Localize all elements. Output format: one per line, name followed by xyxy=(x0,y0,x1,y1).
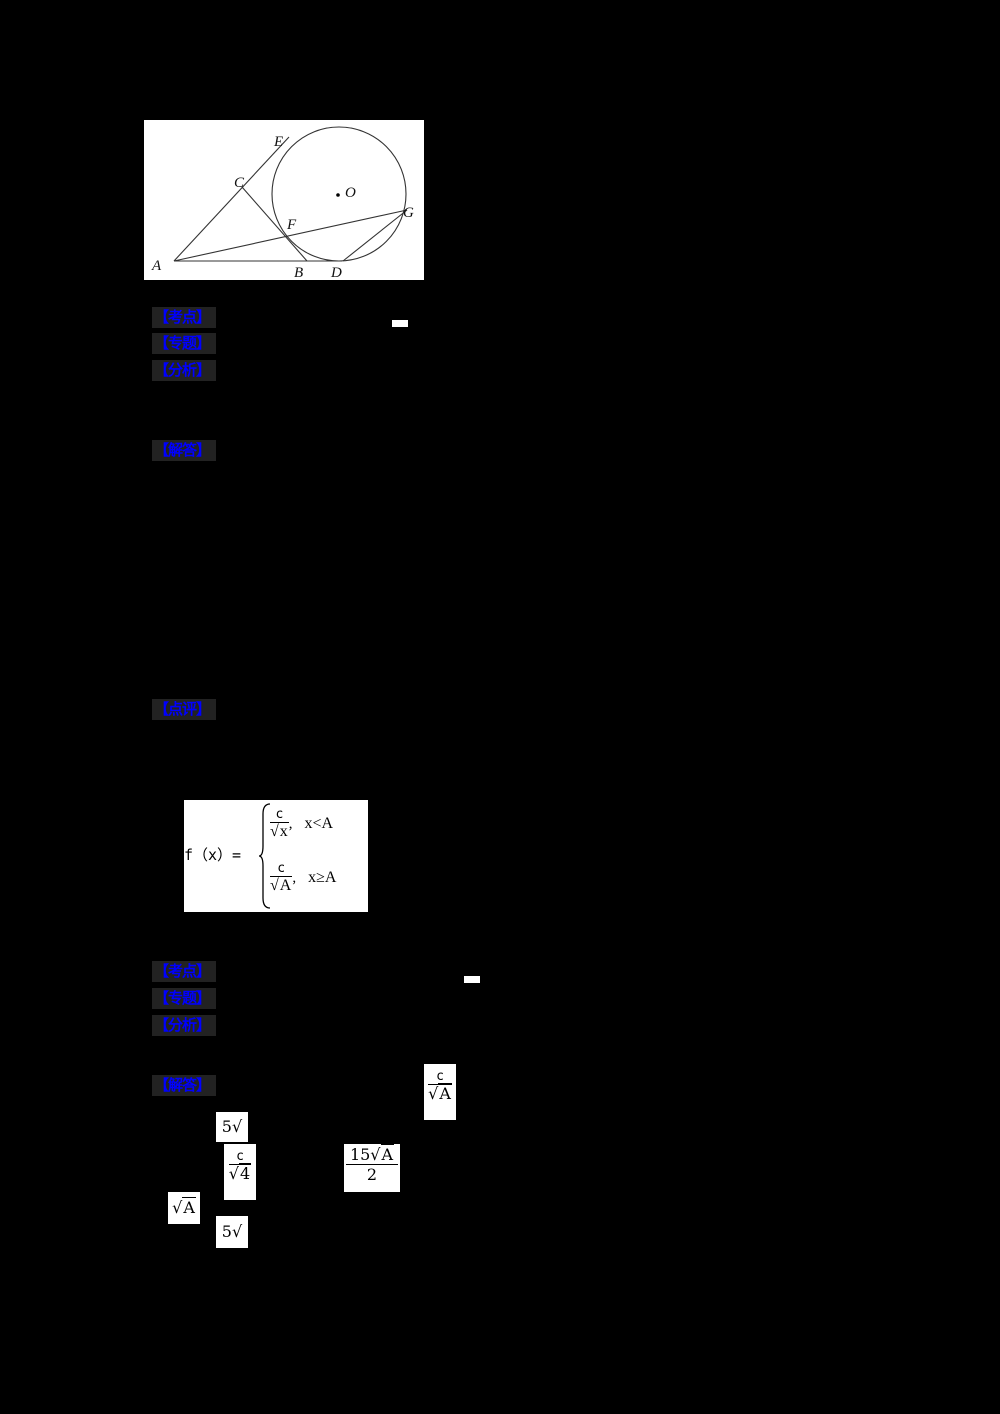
snippet-15sqrtA-over-2: 15√A 2 xyxy=(344,1144,400,1192)
line-cb xyxy=(241,186,308,262)
tag-fenxi-1: 【分析】 xyxy=(152,360,216,381)
formula-lhs: f（x）= xyxy=(184,846,242,864)
line-dg xyxy=(342,209,408,262)
label-f: F xyxy=(286,217,297,233)
inline-placeholder-1 xyxy=(392,320,408,327)
line-ae xyxy=(173,136,290,262)
tag-kaodian-2: 【考点】 xyxy=(152,961,216,982)
label-c: C xyxy=(234,175,245,191)
brace-icon xyxy=(258,803,271,909)
inline-placeholder-2 xyxy=(464,976,480,983)
tag-jieda-1: 【解答】 xyxy=(152,440,216,461)
geometry-figure: A B C D E F G O xyxy=(144,120,424,280)
label-b: B xyxy=(294,265,303,280)
case2-fraction: c √A xyxy=(270,861,293,894)
snippet-5-sqrtA-2: 5√A xyxy=(216,1216,248,1248)
case1-condition: x<A xyxy=(304,815,334,832)
circle-tangent-diagram: A B C D E F G O xyxy=(151,126,414,280)
case2-condition: x≥A xyxy=(308,869,337,886)
label-e: E xyxy=(273,134,283,150)
line-ag xyxy=(173,209,408,262)
label-o: O xyxy=(345,185,356,201)
snippet-c-over-sqrtA: c √A xyxy=(424,1064,456,1120)
piecewise-formula: f（x）= c √x , x<A c √A , x≥A xyxy=(184,800,368,912)
label-a: A xyxy=(151,258,162,274)
tag-fenxi-2: 【分析】 xyxy=(152,1015,216,1036)
center-dot xyxy=(336,193,340,197)
snippet-c-over-sqrt4: c √4 xyxy=(224,1144,256,1200)
case-2: c √A , x≥A xyxy=(270,861,337,894)
tag-kaodian-1: 【考点】 xyxy=(152,307,216,328)
label-g: G xyxy=(403,205,414,221)
tag-zhuanti-1: 【专题】 xyxy=(152,333,216,354)
tag-jieda-2: 【解答】 xyxy=(152,1075,216,1096)
case-1: c √x , x<A xyxy=(270,807,334,840)
snippet-sqrtA-eq: √A= xyxy=(168,1192,200,1224)
case1-fraction: c √x xyxy=(270,807,289,840)
tag-zhuanti-2: 【专题】 xyxy=(152,988,216,1009)
tag-dianping-1: 【点评】 xyxy=(152,699,216,720)
snippet-5-sqrtA-1: 5√A xyxy=(216,1112,248,1142)
label-d: D xyxy=(330,265,342,280)
